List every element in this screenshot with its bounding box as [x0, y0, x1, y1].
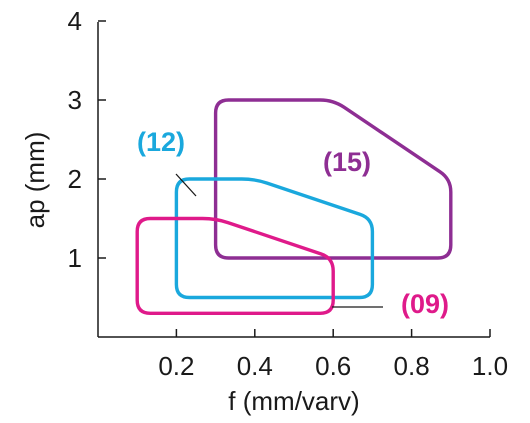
leader-line — [175, 173, 197, 197]
region-09 — [135, 216, 335, 315]
x-axis-label: f (mm/varv) — [228, 386, 359, 416]
region-15 — [213, 98, 453, 260]
region-label-09: (09) — [401, 289, 449, 319]
region-label-12: (12) — [137, 127, 185, 157]
x-tick-label: 0.2 — [158, 351, 194, 381]
y-tick-label: 1 — [68, 243, 82, 273]
y-tick-label: 4 — [68, 6, 82, 36]
y-tick-label: 3 — [68, 85, 82, 115]
x-tick-label: 0.4 — [237, 351, 273, 381]
region-12 — [174, 177, 375, 300]
x-tick-label: 0.6 — [315, 351, 351, 381]
y-tick-label: 2 — [68, 164, 82, 194]
x-tick-label: 0.8 — [394, 351, 430, 381]
region-labels: (15) (12) (09) — [137, 127, 449, 319]
x-tick-label: 1.0 — [472, 351, 508, 381]
region-label-15: (15) — [323, 147, 371, 177]
regions — [135, 98, 453, 315]
y-axis-label: ap (mm) — [20, 132, 50, 229]
ticks: 0.2 0.4 0.6 0.8 1.0 1 2 3 4 — [68, 6, 509, 381]
